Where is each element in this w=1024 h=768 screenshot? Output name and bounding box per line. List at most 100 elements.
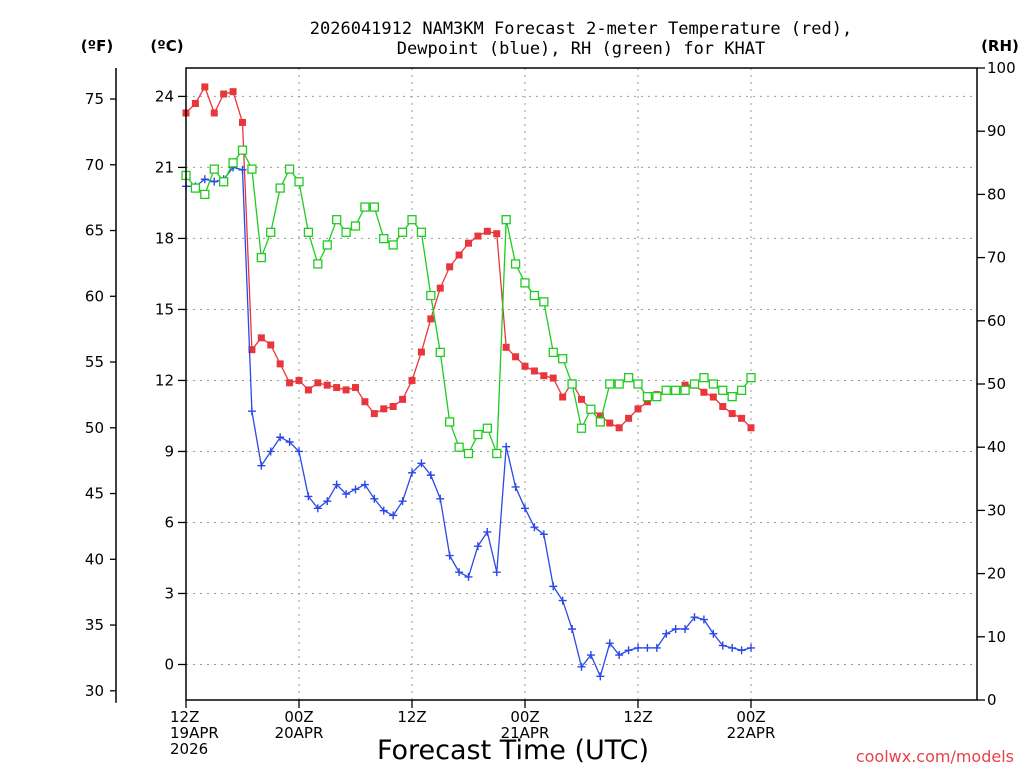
temperature-point — [286, 379, 294, 387]
rh-point — [341, 227, 351, 237]
celsius-tick-label: 6 — [164, 513, 174, 531]
rh-tick-label: 90 — [987, 122, 1006, 140]
temperature-point — [314, 379, 322, 387]
x-tick-label: 12Z — [623, 708, 652, 726]
temperature-point — [436, 284, 444, 292]
rh-point — [388, 240, 398, 250]
temperature-point — [370, 410, 378, 418]
x-axis-title: Forecast Time (UTC) — [377, 735, 649, 766]
rh-tick-label: 30 — [987, 501, 1006, 519]
x-tick-label: 21APR — [501, 724, 550, 742]
rh-point — [266, 227, 276, 237]
dewpoint-point — [662, 629, 671, 638]
temperature-point — [606, 419, 614, 427]
x-tick-label: 22APR — [727, 724, 776, 742]
rh-point — [256, 252, 266, 263]
rh-point — [595, 417, 605, 427]
dewpoint-point — [596, 672, 605, 681]
dewpoint-point — [521, 504, 529, 513]
fahrenheit-tick-label: 60 — [85, 287, 104, 305]
celsius-tick-label: 18 — [155, 229, 174, 247]
temperature-point — [427, 315, 435, 323]
temperature-point — [333, 384, 341, 392]
fahrenheit-unit-label: (ºF) — [81, 37, 113, 55]
dewpoint-point — [266, 447, 275, 456]
rh-tick-label: 60 — [987, 312, 1006, 330]
rh-point — [303, 227, 314, 237]
rh-point — [445, 417, 455, 427]
rh-point — [200, 189, 210, 200]
dewpoint-point — [389, 511, 398, 520]
temperature-point — [540, 372, 548, 380]
dewpoint-point — [511, 482, 520, 491]
dewpoint-point — [539, 530, 548, 539]
dewpoint-point — [586, 651, 595, 660]
temperature-point — [747, 424, 755, 432]
rh-point — [379, 233, 389, 244]
celsius-tick-label: 24 — [155, 87, 174, 105]
rh-tick-label: 50 — [987, 375, 1006, 393]
dewpoint-point — [549, 582, 558, 591]
credit-text: coolwx.com/models — [856, 747, 1014, 766]
rh-point — [727, 391, 737, 402]
celsius-tick-label: 0 — [164, 655, 174, 673]
temperature-point — [352, 384, 359, 392]
rh-unit-label: (RH) — [981, 37, 1019, 55]
temperature-point — [719, 402, 727, 410]
fahrenheit-tick-label: 40 — [85, 550, 104, 568]
dewpoint-point — [577, 662, 586, 671]
x-tick-label: 20APR — [275, 724, 324, 742]
dewpoint-point — [699, 615, 708, 624]
rh-point — [294, 177, 304, 187]
dewpoint-point — [247, 407, 256, 416]
rh-point — [510, 259, 521, 269]
dewpoint-point — [709, 629, 718, 638]
dewpoint-point — [257, 461, 266, 470]
celsius-tick-label: 9 — [164, 442, 174, 460]
temperature-point — [521, 362, 529, 370]
rh-point — [520, 278, 530, 288]
rh-point — [369, 202, 379, 212]
rh-tick-label: 80 — [987, 185, 1006, 203]
dewpoint-point — [351, 485, 360, 494]
dewpoint-point — [718, 641, 727, 650]
axes: 0 3 6 9 12 15 18 21 24 30 35 40 45 50 55 60 65 70 75 0 10 20 3… — [85, 59, 1016, 758]
x-tick-label: 00Z — [510, 708, 539, 726]
dewpoint-point — [436, 494, 445, 503]
chart-title-line-2: Dewpoint (blue), RH (green) for KHAT — [397, 39, 765, 59]
fahrenheit-tick-label: 45 — [85, 485, 104, 503]
dewpoint-point — [605, 639, 614, 648]
dewpoint-point — [615, 651, 624, 660]
temperature-point — [643, 398, 651, 406]
temperature-point — [596, 412, 604, 420]
dewpoint-point — [492, 568, 501, 577]
temperature-point — [530, 367, 538, 375]
rh-point — [539, 297, 549, 307]
dewpoint-point — [624, 646, 633, 655]
rh-tick-label: 40 — [987, 438, 1006, 456]
temperature-point — [493, 230, 501, 238]
temperature-point — [304, 386, 312, 394]
temperature-point — [201, 83, 209, 91]
x-tick-label: 2026 — [170, 740, 208, 758]
rh-point — [473, 429, 483, 440]
dewpoint-point — [295, 447, 303, 456]
rh-point — [350, 221, 361, 231]
gridlines — [186, 68, 977, 700]
temperature-point — [512, 353, 520, 361]
rh-point — [426, 290, 436, 301]
rh-point — [680, 385, 690, 395]
celsius-tick-label: 15 — [155, 300, 174, 318]
temperature-point — [276, 360, 284, 368]
rh-point — [623, 373, 634, 383]
fahrenheit-tick-label: 35 — [85, 616, 104, 634]
rh-tick-label: 0 — [987, 691, 997, 709]
dewpoint-point — [737, 646, 746, 655]
rh-point — [275, 183, 285, 193]
rh-point — [633, 379, 643, 389]
dewpoint-point — [502, 442, 511, 451]
rh-tick-label: 100 — [987, 59, 1016, 77]
temperature-point — [578, 395, 585, 403]
rh-point — [407, 215, 417, 225]
